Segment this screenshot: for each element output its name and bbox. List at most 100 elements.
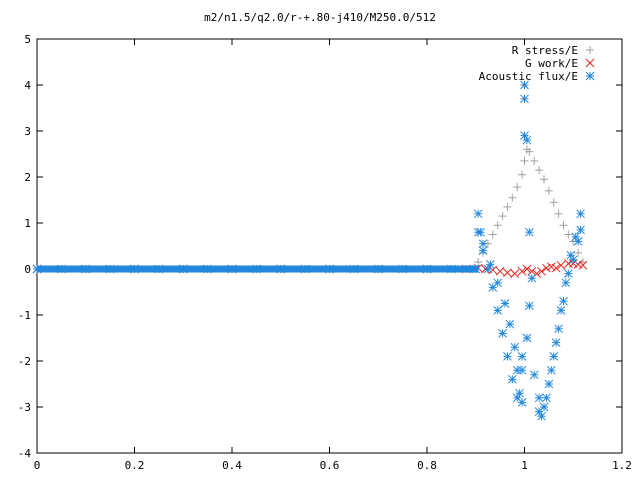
data-point: [527, 266, 537, 276]
data-point: [154, 264, 164, 274]
data-point: [551, 263, 561, 273]
data-point: [549, 198, 558, 207]
data-point: [559, 221, 568, 230]
data-point: [525, 301, 534, 311]
data-point: [540, 175, 548, 184]
data-point: [564, 259, 573, 268]
data-point: [422, 264, 432, 274]
data-point: [518, 170, 527, 179]
x-tick-label: 0.4: [222, 459, 242, 472]
data-point: [544, 186, 553, 195]
data-point: [520, 156, 529, 165]
data-point: [576, 209, 585, 219]
data-point: [554, 209, 563, 218]
data-point: [498, 329, 507, 338]
y-tick-label: 2: [24, 171, 31, 184]
legend-marker: [585, 71, 595, 81]
data-point: [478, 246, 488, 255]
data-point: [507, 375, 517, 384]
data-point: [503, 202, 512, 211]
data-point: [503, 268, 512, 278]
data-point: [546, 262, 556, 272]
data-point: [542, 393, 551, 403]
data-point: [525, 227, 534, 237]
data-point: [564, 230, 573, 239]
data-point: [520, 94, 529, 104]
y-tick-label: -1: [18, 309, 31, 322]
data-point: [574, 248, 583, 257]
data-point: [300, 264, 310, 274]
data-point: [527, 273, 537, 283]
data-point: [495, 266, 505, 276]
data-point: [544, 379, 554, 389]
data-point: [576, 225, 585, 235]
data-point: [493, 278, 503, 288]
data-point: [178, 264, 188, 274]
legend-marker: [586, 46, 594, 54]
data-point: [517, 352, 527, 361]
data-point: [520, 80, 529, 90]
data-point: [473, 227, 483, 237]
data-point: [447, 264, 456, 274]
x-tick-label: 0: [34, 459, 41, 472]
legend-marker: [585, 58, 595, 68]
x-tick-label: 1.2: [612, 459, 632, 472]
data-point: [517, 266, 527, 276]
data-point: [474, 258, 483, 267]
data-point: [559, 296, 568, 306]
x-tick-label: 0.8: [417, 459, 437, 472]
y-tick-label: 0: [24, 263, 31, 276]
data-point: [325, 264, 334, 274]
data-point: [493, 221, 502, 230]
data-point: [530, 156, 539, 165]
data-point: [525, 147, 534, 156]
y-tick-label: -2: [18, 355, 31, 368]
data-point: [81, 264, 91, 274]
y-tick-label: 5: [24, 33, 31, 46]
series-layer: [32, 80, 588, 421]
data-point: [57, 264, 66, 274]
data-point: [522, 264, 532, 274]
data-point: [551, 338, 561, 347]
data-point: [517, 365, 527, 375]
series-2: [32, 80, 585, 421]
data-point: [505, 319, 515, 329]
data-point: [554, 324, 563, 334]
data-point: [535, 166, 544, 175]
data-point: [513, 183, 522, 192]
series-0: [33, 145, 587, 273]
y-tick-label: 4: [24, 79, 31, 92]
data-point: [539, 402, 549, 412]
data-point: [510, 342, 520, 352]
data-point: [578, 260, 588, 270]
data-point: [534, 407, 544, 416]
chart-title: m2/n1.5/q2.0/r-+.80-j410/M250.0/512: [204, 11, 436, 24]
data-point: [486, 260, 495, 269]
data-point: [130, 264, 139, 274]
data-point: [508, 193, 517, 202]
data-point: [568, 255, 578, 265]
legend-label: R stress/E: [512, 44, 578, 57]
data-point: [537, 266, 546, 276]
data-point: [32, 264, 42, 274]
data-point: [473, 209, 483, 219]
data-point: [556, 306, 566, 315]
data-point: [500, 299, 510, 308]
data-point: [542, 263, 551, 273]
y-tick-label: -3: [18, 401, 31, 414]
data-point: [515, 388, 524, 398]
data-point: [503, 352, 512, 361]
data-point: [510, 269, 520, 278]
x-tick-label: 1: [521, 459, 528, 472]
data-point: [203, 264, 212, 274]
data-point: [493, 306, 503, 315]
data-point: [227, 264, 237, 274]
data-point: [564, 269, 573, 278]
data-point: [573, 237, 583, 246]
data-point: [534, 393, 544, 403]
y-tick-label: 1: [24, 217, 31, 230]
data-point: [252, 264, 261, 274]
legend-label: Acoustic flux/E: [479, 70, 578, 83]
